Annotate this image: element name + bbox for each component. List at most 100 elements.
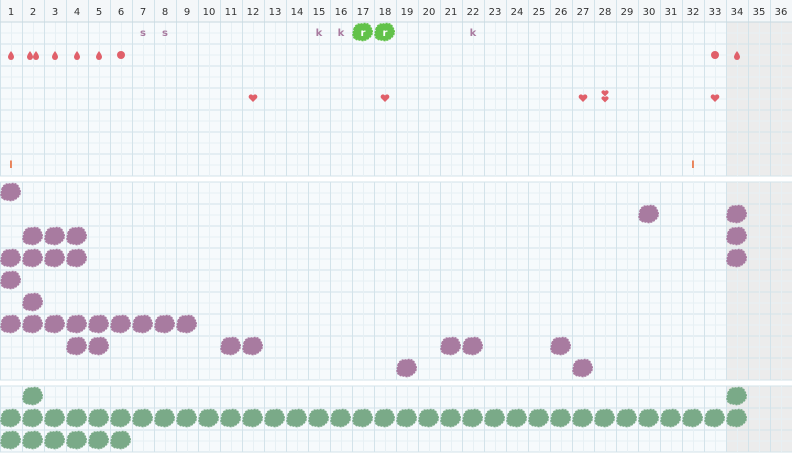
day-number: 7 — [140, 7, 146, 18]
activity-blob — [44, 430, 66, 450]
day-number: 19 — [401, 7, 414, 18]
heart-icon — [601, 96, 609, 103]
day-number: 23 — [489, 7, 502, 18]
tracker-label: k — [470, 28, 477, 39]
activity-blob — [440, 408, 462, 428]
day-number: 5 — [96, 7, 102, 18]
activity-blob — [330, 408, 352, 428]
symptom-blob — [176, 314, 198, 334]
day-number: 22 — [467, 7, 480, 18]
symptom-blob — [22, 226, 44, 246]
activity-blob — [704, 408, 726, 428]
drop-icon — [96, 51, 102, 60]
activity-blob — [132, 408, 154, 428]
activity-blob — [44, 408, 66, 428]
activity-blob — [572, 408, 594, 428]
symptom-blob — [44, 226, 66, 246]
day-number: 34 — [731, 7, 744, 18]
heart-icon — [380, 94, 390, 102]
symptom-blob — [726, 248, 748, 268]
activity-blob — [484, 408, 506, 428]
drop-icon — [33, 51, 39, 60]
day-number: 8 — [162, 7, 168, 18]
day-number: 18 — [379, 7, 392, 18]
activity-blob — [0, 430, 22, 450]
symptom-blob — [66, 314, 88, 334]
activity-blob — [198, 408, 220, 428]
symptom-blob — [66, 336, 88, 356]
day-number: 9 — [184, 7, 190, 18]
tracker-label: r — [383, 28, 388, 39]
day-number: 14 — [291, 7, 304, 18]
symptom-blob — [550, 336, 572, 356]
heart-icon — [578, 94, 588, 102]
day-number: 29 — [621, 7, 634, 18]
symptom-blob — [638, 204, 660, 224]
activity-blob — [88, 408, 110, 428]
activity-blob — [550, 408, 572, 428]
drop-icon — [734, 51, 740, 60]
activity-blob — [682, 408, 704, 428]
day-number: 12 — [247, 7, 260, 18]
day-number: 11 — [225, 7, 238, 18]
day-number: 4 — [74, 7, 80, 18]
day-number: 1 — [8, 7, 14, 18]
tracker-label: s — [162, 28, 168, 39]
activity-blob — [88, 430, 110, 450]
activity-blob — [594, 408, 616, 428]
activity-blob — [22, 408, 44, 428]
tracker-label: k — [338, 28, 345, 39]
symptom-blob — [88, 314, 110, 334]
symptom-blob — [66, 248, 88, 268]
drop-icon — [8, 51, 14, 60]
symptom-blob — [0, 314, 22, 334]
drop-icon — [74, 51, 80, 60]
activity-blob — [66, 430, 88, 450]
day-number: 27 — [577, 7, 590, 18]
activity-blob — [0, 408, 22, 428]
activity-blob — [66, 408, 88, 428]
symptom-blob — [462, 336, 484, 356]
day-number: 16 — [335, 7, 348, 18]
activity-blob — [176, 408, 198, 428]
dot-icon — [117, 51, 125, 59]
symptom-blob — [220, 336, 242, 356]
day-number: 10 — [203, 7, 216, 18]
symptom-blob — [0, 270, 22, 290]
symptom-blob — [110, 314, 132, 334]
day-number: 26 — [555, 7, 568, 18]
symptom-blob — [396, 358, 418, 378]
activity-blob — [616, 408, 638, 428]
activity-blob — [506, 408, 528, 428]
day-number: 25 — [533, 7, 546, 18]
day-number: 20 — [423, 7, 436, 18]
day-number: 3 — [52, 7, 58, 18]
symptom-blob — [0, 248, 22, 268]
dot-icon — [711, 51, 719, 59]
day-number: 17 — [357, 7, 370, 18]
symptom-blob — [726, 226, 748, 246]
activity-blob — [22, 386, 44, 406]
mood-blob — [374, 22, 396, 42]
heart-icon — [248, 94, 258, 102]
day-number: 31 — [665, 7, 678, 18]
tracker-label: l — [691, 160, 694, 171]
activity-blob — [418, 408, 440, 428]
day-number: 36 — [775, 7, 788, 18]
activity-blob — [638, 408, 660, 428]
activity-blob — [352, 408, 374, 428]
activity-blob — [286, 408, 308, 428]
symptom-blob — [88, 336, 110, 356]
symptom-blob — [726, 204, 748, 224]
activity-blob — [374, 408, 396, 428]
day-number: 28 — [599, 7, 612, 18]
symptom-blob — [22, 292, 44, 312]
activity-blob — [22, 430, 44, 450]
symptom-blob — [242, 336, 264, 356]
symptom-blob — [44, 314, 66, 334]
symptom-blob — [22, 248, 44, 268]
drop-icon — [52, 51, 58, 60]
drop-icon — [27, 51, 33, 60]
symptom-blob — [66, 226, 88, 246]
symptom-blob — [0, 182, 22, 202]
